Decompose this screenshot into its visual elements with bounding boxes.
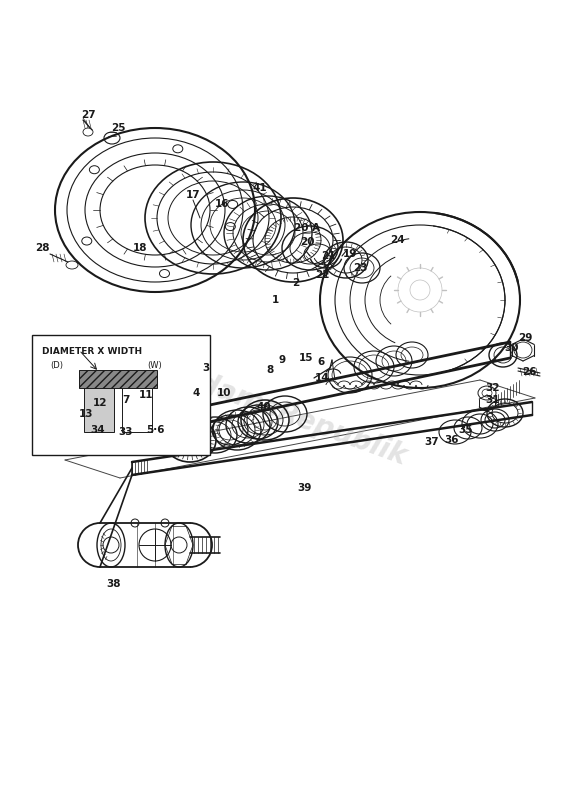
Text: 14: 14 bbox=[315, 373, 329, 383]
Text: 12: 12 bbox=[93, 398, 107, 408]
Text: 13: 13 bbox=[79, 409, 93, 419]
Text: 38: 38 bbox=[107, 579, 121, 589]
Text: (W): (W) bbox=[147, 361, 162, 370]
Bar bbox=[122, 382, 152, 432]
Text: 29: 29 bbox=[518, 333, 532, 343]
Text: 11: 11 bbox=[139, 390, 153, 400]
Text: 20 A: 20 A bbox=[294, 223, 320, 233]
Text: 6: 6 bbox=[318, 357, 325, 367]
Text: AdamsRepublik: AdamsRepublik bbox=[176, 362, 411, 470]
Text: 32: 32 bbox=[486, 383, 500, 393]
Text: 28: 28 bbox=[35, 243, 49, 253]
Text: 4: 4 bbox=[192, 388, 199, 398]
Text: 8: 8 bbox=[266, 365, 273, 375]
Text: 30: 30 bbox=[505, 343, 519, 353]
Text: 35: 35 bbox=[459, 425, 473, 435]
Text: 10: 10 bbox=[217, 388, 231, 398]
Text: 39: 39 bbox=[298, 483, 312, 493]
Bar bbox=[32, 335, 210, 455]
Text: 22: 22 bbox=[315, 270, 329, 280]
Text: 15: 15 bbox=[299, 353, 313, 363]
Text: 2: 2 bbox=[292, 278, 299, 288]
Text: 41: 41 bbox=[253, 183, 267, 193]
Bar bbox=[79, 370, 157, 388]
Text: 26: 26 bbox=[521, 367, 536, 377]
Text: 16: 16 bbox=[215, 199, 229, 209]
Text: 20: 20 bbox=[300, 237, 314, 247]
Text: 23: 23 bbox=[353, 263, 367, 273]
Text: (D): (D) bbox=[50, 361, 63, 370]
Text: DIAMETER X WIDTH: DIAMETER X WIDTH bbox=[42, 347, 142, 356]
Text: 34: 34 bbox=[91, 425, 105, 435]
Text: 18: 18 bbox=[133, 243, 147, 253]
Text: 21: 21 bbox=[321, 251, 335, 261]
Text: 17: 17 bbox=[186, 190, 201, 200]
Text: 40: 40 bbox=[257, 402, 271, 412]
Text: 3: 3 bbox=[202, 363, 210, 373]
Text: 33: 33 bbox=[119, 427, 133, 437]
Text: 37: 37 bbox=[425, 437, 440, 447]
Text: 36: 36 bbox=[445, 435, 459, 445]
Text: 9: 9 bbox=[279, 355, 285, 365]
Text: 5·6: 5·6 bbox=[146, 425, 164, 435]
Text: 25: 25 bbox=[111, 123, 125, 133]
Text: 27: 27 bbox=[81, 110, 95, 120]
Text: 19: 19 bbox=[343, 249, 357, 259]
Text: 24: 24 bbox=[390, 235, 405, 245]
Text: 1: 1 bbox=[271, 295, 279, 305]
Bar bbox=[84, 382, 114, 432]
Text: 31: 31 bbox=[486, 395, 500, 405]
Text: 7: 7 bbox=[122, 395, 130, 405]
